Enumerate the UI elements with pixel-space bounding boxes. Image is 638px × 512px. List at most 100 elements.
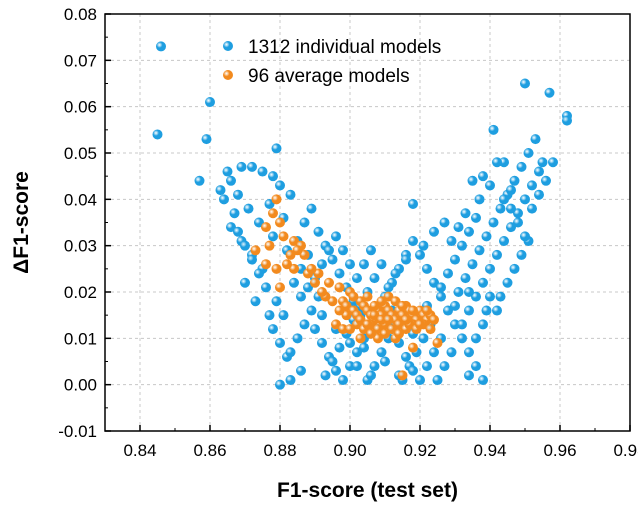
individual-model-point bbox=[338, 375, 348, 386]
individual-model-point bbox=[292, 333, 303, 344]
legend-marker-average bbox=[223, 70, 233, 80]
individual-model-point bbox=[285, 375, 296, 386]
average-model-point bbox=[271, 263, 282, 274]
legend-marker-individual bbox=[223, 41, 233, 51]
individual-model-point bbox=[271, 296, 282, 307]
individual-model-point bbox=[271, 143, 282, 154]
individual-model-point bbox=[310, 324, 320, 335]
individual-model-point bbox=[285, 189, 296, 200]
individual-model-point bbox=[534, 189, 544, 200]
individual-model-point bbox=[380, 356, 390, 367]
individual-model-point bbox=[247, 254, 257, 265]
average-model-point bbox=[285, 249, 296, 260]
average-model-point bbox=[376, 314, 387, 325]
individual-model-point bbox=[436, 291, 446, 302]
individual-model-point bbox=[299, 217, 310, 228]
individual-model-point bbox=[268, 324, 278, 335]
individual-model-point bbox=[460, 208, 471, 219]
y-tick-label: 0.04 bbox=[64, 190, 97, 209]
individual-model-point bbox=[313, 226, 324, 237]
individual-model-point bbox=[275, 180, 285, 191]
individual-model-point bbox=[457, 319, 467, 330]
x-tick-label: 0.94 bbox=[473, 441, 506, 460]
average-model-point bbox=[397, 300, 408, 311]
individual-model-point bbox=[520, 78, 530, 89]
individual-model-point bbox=[439, 217, 450, 228]
individual-model-point bbox=[527, 203, 537, 214]
individual-model-point bbox=[418, 333, 429, 344]
individual-model-point bbox=[446, 347, 457, 358]
y-axis-title: ΔF1-score bbox=[10, 171, 33, 274]
individual-model-point bbox=[369, 273, 380, 284]
legend-label-average: 96 average models bbox=[248, 66, 410, 87]
individual-model-point bbox=[408, 236, 418, 247]
individual-model-point bbox=[268, 231, 278, 242]
average-model-point bbox=[261, 222, 271, 233]
y-tick-label: 0.03 bbox=[64, 237, 97, 256]
individual-model-point bbox=[485, 291, 495, 302]
individual-model-point bbox=[376, 259, 387, 270]
individual-model-point bbox=[481, 231, 492, 242]
individual-model-point bbox=[215, 185, 226, 196]
average-model-point bbox=[422, 305, 432, 316]
average-model-point bbox=[338, 324, 348, 335]
individual-model-point bbox=[443, 268, 453, 279]
individual-model-point bbox=[201, 134, 212, 145]
individual-model-point bbox=[327, 254, 338, 265]
individual-model-point bbox=[457, 333, 467, 344]
individual-model-point bbox=[530, 134, 541, 145]
individual-model-point bbox=[345, 259, 355, 270]
individual-model-point bbox=[366, 245, 376, 256]
average-model-point bbox=[408, 305, 418, 316]
data-points bbox=[152, 41, 572, 390]
individual-model-point bbox=[226, 175, 236, 186]
individual-model-point bbox=[520, 194, 530, 205]
individual-model-point bbox=[453, 222, 464, 233]
individual-model-point bbox=[460, 273, 471, 284]
individual-model-point bbox=[268, 171, 278, 182]
individual-model-point bbox=[464, 287, 474, 297]
individual-model-point bbox=[352, 273, 362, 284]
average-model-point bbox=[429, 314, 439, 325]
individual-model-point bbox=[478, 319, 488, 330]
average-model-point bbox=[271, 194, 282, 205]
individual-model-point bbox=[471, 212, 481, 223]
average-model-point bbox=[282, 259, 292, 270]
average-model-point bbox=[324, 277, 334, 288]
individual-model-point bbox=[278, 310, 289, 321]
individual-model-point bbox=[345, 361, 355, 372]
individual-model-point bbox=[317, 337, 327, 348]
individual-model-point bbox=[254, 268, 264, 279]
x-tick-label: 0.98 bbox=[613, 441, 638, 460]
individual-model-point bbox=[492, 157, 502, 168]
individual-model-point bbox=[418, 240, 429, 251]
individual-model-point bbox=[338, 245, 348, 256]
average-model-point bbox=[425, 324, 436, 335]
individual-model-point bbox=[499, 157, 509, 168]
individual-model-point bbox=[408, 365, 418, 376]
individual-model-point bbox=[446, 236, 457, 247]
average-model-point bbox=[310, 277, 320, 288]
axis-ticks: 0.84 0.86 0.88 0.90 0.92 0.94 0.96 0.98 -0.01 0.0… bbox=[58, 5, 638, 460]
individual-model-point bbox=[327, 356, 338, 367]
individual-model-point bbox=[261, 282, 271, 293]
individual-model-point bbox=[488, 124, 499, 135]
average-model-point bbox=[275, 282, 285, 293]
individual-model-point bbox=[415, 249, 425, 260]
y-tick-label: 0.07 bbox=[64, 51, 97, 70]
individual-model-point bbox=[464, 226, 474, 237]
individual-model-point bbox=[492, 249, 502, 260]
individual-model-point bbox=[450, 319, 460, 330]
individual-model-point bbox=[285, 347, 296, 358]
y-tick-label: -0.01 bbox=[58, 422, 97, 441]
y-tick-label: 0.00 bbox=[64, 376, 97, 395]
individual-model-point bbox=[320, 370, 331, 381]
individual-model-point bbox=[222, 166, 233, 177]
individual-model-point bbox=[243, 203, 254, 214]
y-tick-label: 0.01 bbox=[64, 329, 97, 348]
individual-model-point bbox=[219, 194, 229, 205]
average-model-point bbox=[415, 319, 425, 330]
individual-model-point bbox=[509, 263, 520, 274]
average-model-point bbox=[317, 287, 327, 297]
individual-model-point bbox=[453, 287, 464, 297]
